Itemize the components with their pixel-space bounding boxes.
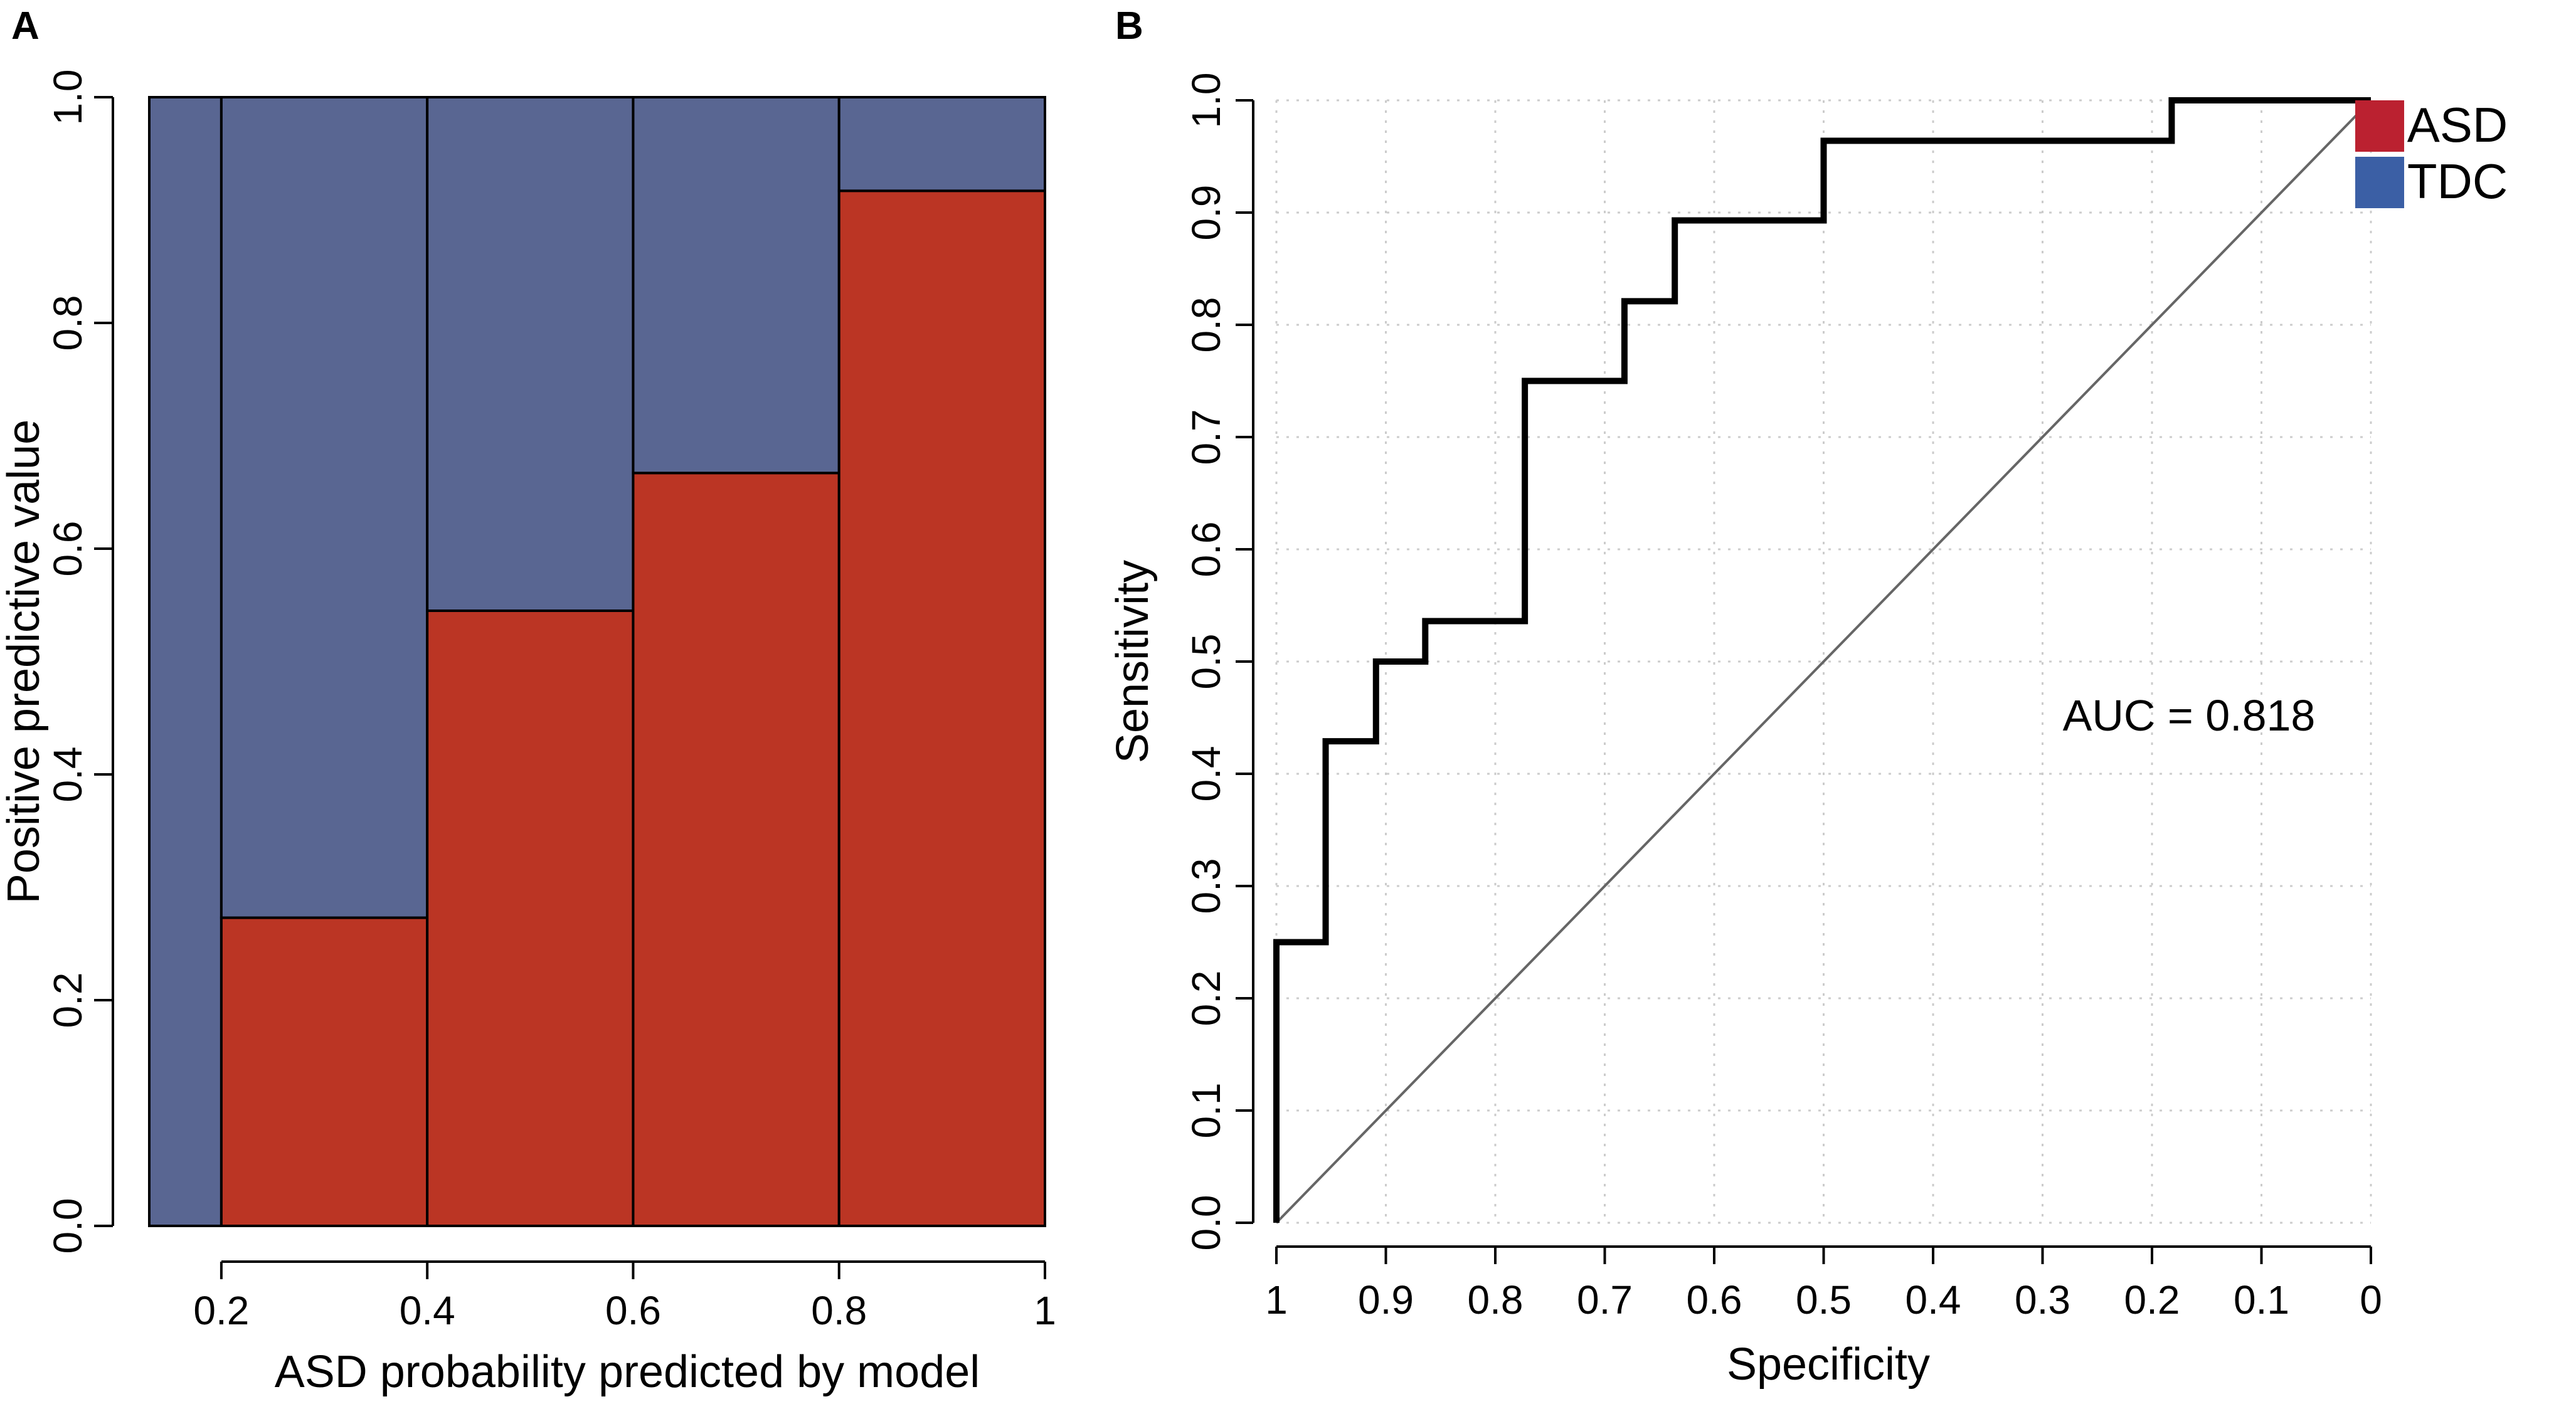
x-axis-title: Specificity	[1727, 1339, 1930, 1390]
tdc-bar-5	[837, 96, 1046, 193]
x-tick-label: 0.2	[2124, 1277, 2180, 1322]
panel-b-letter: B	[1115, 4, 1143, 48]
x-tick-label: 0.1	[2234, 1277, 2289, 1322]
y-tick-label: 0.2	[45, 973, 90, 1028]
auc-annotation: AUC = 0.818	[2063, 691, 2316, 740]
y-tick-label: 0.3	[1184, 858, 1229, 914]
y-tick-label: 0.9	[1184, 185, 1229, 241]
y-tick-label: 0.5	[1184, 634, 1229, 690]
x-tick-label: 0.8	[811, 1288, 867, 1333]
x-tick-label: 0.3	[2015, 1277, 2070, 1322]
roc-curve	[1273, 97, 2371, 1223]
y-axis-title: Positive predictive value	[0, 420, 49, 904]
x-tick-label: 0.4	[400, 1288, 455, 1333]
y-tick-label: 0.6	[45, 521, 90, 577]
x-tick-label: 0.2	[193, 1288, 249, 1333]
y-tick-label: 0.4	[1184, 746, 1229, 802]
y-tick-label: 0.0	[1184, 1195, 1229, 1251]
y-tick-label: 0.6	[1184, 522, 1229, 578]
panel-a-chart: 0.0 0.2 0.4 0.6 0.8 1.0 0.2 0.4 0.6 0.8 1 ASD proba…	[0, 70, 1056, 1397]
asd-bar-3	[426, 610, 635, 1227]
tdc-bar-4	[632, 96, 840, 475]
y-tick-label: 0.8	[45, 295, 90, 351]
tdc-bar-1	[148, 96, 223, 1227]
y-tick-label: 0.0	[45, 1198, 90, 1254]
legend-swatch-tdc	[2355, 157, 2404, 208]
asd-bar-5	[837, 189, 1046, 1227]
y-tick-label: 0.2	[1184, 971, 1229, 1026]
x-tick-label: 0.6	[1687, 1277, 1742, 1322]
x-tick-label: 0.7	[1577, 1277, 1633, 1322]
legend-label-tdc: TDC	[2407, 154, 2508, 209]
x-tick-label: 0.9	[1358, 1277, 1414, 1322]
x-axis-title: ASD probability predicted by model	[275, 1347, 980, 1397]
y-tick-label: 0.8	[1184, 297, 1229, 353]
x-tick-label: 0	[2360, 1277, 2382, 1322]
tdc-bar-3	[426, 96, 635, 612]
y-tick-label: 0.1	[1184, 1083, 1229, 1139]
asd-bar-4	[632, 472, 840, 1227]
asd-bar-2	[220, 916, 429, 1227]
x-tick-label: 0.5	[1796, 1277, 1852, 1322]
legend-label-asd: ASD	[2407, 97, 2508, 152]
legend-swatch-asd	[2355, 100, 2404, 152]
y-tick-label: 1.0	[1184, 73, 1229, 129]
tdc-bar-2	[220, 96, 429, 919]
x-tick-label: 0.8	[1468, 1277, 1524, 1322]
x-tick-label: 0.6	[605, 1288, 661, 1333]
panel-b-chart: 0.0 0.1 0.2 0.3 0.4 0.5 0.6 0.7 0.8 0.9 1.0 1 0.9 0.8…	[1108, 73, 2382, 1390]
panel-a-letter: A	[11, 4, 40, 48]
x-tick-label: 0.4	[1905, 1277, 1961, 1322]
y-tick-label: 1.0	[45, 70, 90, 125]
x-tick-label: 1	[1034, 1288, 1056, 1333]
y-axis-title: Sensitivity	[1108, 560, 1158, 763]
x-tick-label: 1	[1265, 1277, 1288, 1322]
y-tick-label: 0.7	[1184, 409, 1229, 465]
y-tick-label: 0.4	[45, 747, 90, 803]
chance-diagonal	[1275, 99, 2372, 1224]
